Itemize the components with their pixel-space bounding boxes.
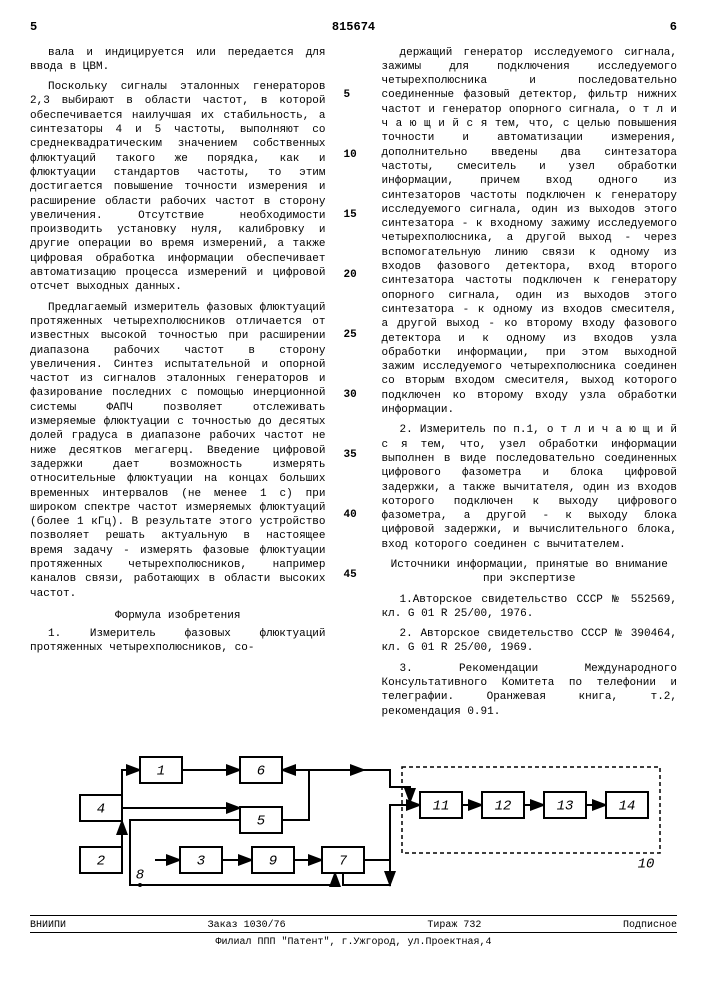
footer-top: ВНИИПИ Заказ 1030/76 Тираж 732 Подписное [30,915,677,932]
svg-text:3: 3 [197,854,205,870]
page-num-left: 5 [30,20,37,36]
text-columns: вала и индицируется или передается для в… [30,46,677,725]
footer-sub: Подписное [623,919,677,932]
svg-text:4: 4 [97,802,105,818]
block-diagram: 10 1 6 4 5 2 3 9 7 11 12 13 14 8 [30,737,677,907]
para-l4: 1. Измеритель фазовых флюктуаций протяже… [30,627,326,656]
svg-text:1: 1 [157,764,165,780]
sources-title: Источники информации, принятые во вниман… [382,558,678,587]
svg-text:9: 9 [269,854,277,870]
footer-order: Заказ 1030/76 [208,919,286,932]
patent-number: 815674 [332,20,375,36]
formula-title: Формула изобретения [30,609,326,623]
para-r2: 2. Измеритель по п.1, о т л и ч а ю щ и … [382,423,678,552]
svg-text:14: 14 [619,799,636,815]
source-1: 1.Авторское свидетельство СССР № 552569,… [382,593,678,622]
line-num: 10 [344,148,357,162]
line-num: 5 [344,88,351,102]
right-column: держащий генератор исследуемого сигнала,… [382,46,678,725]
line-num: 35 [344,448,357,462]
source-3: 3. Рекомендации Международного Консульта… [382,662,678,719]
footer-org: ВНИИПИ [30,919,66,932]
line-num: 30 [344,388,357,402]
svg-text:12: 12 [495,799,512,815]
left-column: вала и индицируется или передается для в… [30,46,326,725]
page-header: 5 815674 6 [30,20,677,36]
line-num: 15 [344,208,357,222]
svg-text:8: 8 [136,868,144,884]
line-num: 45 [344,568,357,582]
source-2: 2. Авторское свидетельство СССР № 390464… [382,627,678,656]
page-num-right: 6 [670,20,677,36]
svg-text:2: 2 [97,854,105,870]
footer-addr: Филиал ППП "Патент", г.Ужгород, ул.Проек… [30,932,677,949]
diagram-svg: 10 1 6 4 5 2 3 9 7 11 12 13 14 8 [30,737,677,907]
footer: ВНИИПИ Заказ 1030/76 Тираж 732 Подписное… [30,915,677,949]
para-l3: Предлагаемый измеритель фазовых флюктуац… [30,301,326,601]
svg-text:10: 10 [638,857,655,873]
svg-text:11: 11 [433,799,450,815]
svg-text:6: 6 [257,764,265,780]
svg-text:7: 7 [339,854,348,870]
line-num: 40 [344,508,357,522]
line-num: 25 [344,328,357,342]
svg-text:13: 13 [557,799,574,815]
line-number-gutter: 5 10 15 20 25 30 35 40 45 [344,46,364,725]
para-r1: держащий генератор исследуемого сигнала,… [382,46,678,418]
para-l1: вала и индицируется или передается для в… [30,46,326,75]
para-l2: Поскольку сигналы эталонных генераторов … [30,80,326,294]
svg-text:5: 5 [257,814,266,830]
footer-tirazh: Тираж 732 [427,919,481,932]
line-num: 20 [344,268,357,282]
